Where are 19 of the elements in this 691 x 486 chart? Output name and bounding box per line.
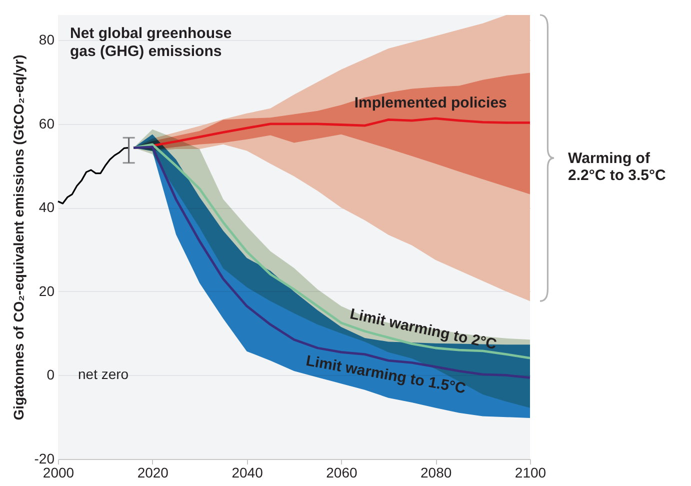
x-tick-label: 2020	[137, 464, 169, 480]
y-tick-label: -20	[34, 450, 55, 466]
annotation: net zero	[78, 366, 129, 382]
text: Limit warming to 1.5°C	[304, 352, 468, 398]
text: Limit warming to 2°C	[348, 305, 498, 354]
y-tick-label: 80	[38, 32, 55, 48]
y-tick-label: 40	[38, 199, 55, 216]
y-axis-title: Gigatonnes of CO₂-equivalent emissions (GtCO₂-eq/yr)	[10, 54, 26, 420]
y-tick-label: 20	[38, 282, 55, 299]
x-tick-label: 2000	[42, 464, 74, 480]
x-tick-label: 2060	[326, 464, 358, 480]
y-tick-label: 60	[38, 115, 55, 132]
text: Warming of 2.2°C to 3.5°C	[568, 150, 666, 184]
x-tick-label: 2080	[420, 464, 452, 480]
x-tick-label: 2040	[232, 464, 264, 480]
series-label: Implemented policies	[354, 94, 507, 112]
text: Net global greenhouse gas (GHG) emissions	[70, 25, 232, 60]
x-tick-label: 2100	[514, 464, 546, 480]
y-tick-label: 0	[46, 366, 55, 383]
